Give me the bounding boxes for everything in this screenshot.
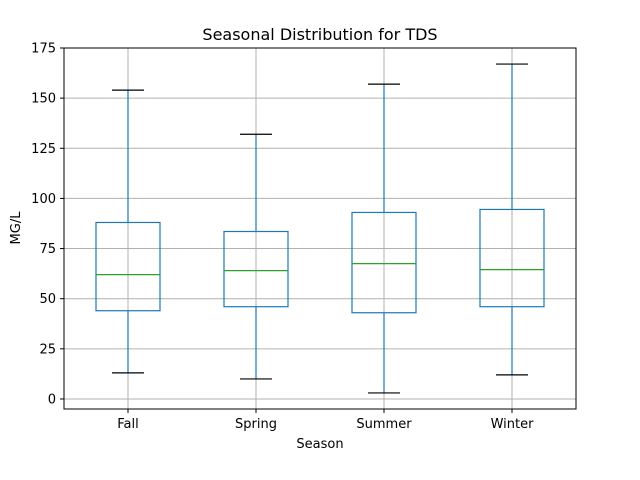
x-axis-ticks: Fall Spring Summer Winter <box>117 409 534 432</box>
box-summer <box>351 83 417 394</box>
chart-title: Seasonal Distribution for TDS <box>202 25 437 44</box>
iqr-box <box>95 221 161 312</box>
y-tick-label: 0 <box>48 392 56 407</box>
plot-frame <box>63 47 577 410</box>
box-spring <box>223 133 289 380</box>
y-tick-label: 125 <box>31 142 56 157</box>
x-tick-label: Fall <box>117 417 138 432</box>
y-tick-label: 75 <box>39 242 56 257</box>
y-axis-ticks: 0 25 50 75 100 125 150 175 <box>31 42 64 407</box>
x-tick-label: Spring <box>235 417 277 432</box>
y-tick-label: 100 <box>31 192 56 207</box>
y-tick-label: 175 <box>31 42 56 57</box>
iqr-box <box>351 211 417 314</box>
grid-lines <box>64 47 576 409</box>
y-axis-title: MG/L <box>9 211 24 245</box>
iqr-box <box>223 230 289 308</box>
y-tick-label: 50 <box>39 292 56 307</box>
x-tick-label: Summer <box>356 417 412 432</box>
x-tick-label: Winter <box>491 417 535 432</box>
box-fall <box>95 89 161 374</box>
x-axis-title: Season <box>296 437 343 452</box>
y-tick-label: 150 <box>31 92 56 107</box>
y-tick-label: 25 <box>39 342 56 357</box>
iqr-box <box>479 208 545 308</box>
box-winter <box>479 63 545 376</box>
boxes <box>95 63 545 394</box>
